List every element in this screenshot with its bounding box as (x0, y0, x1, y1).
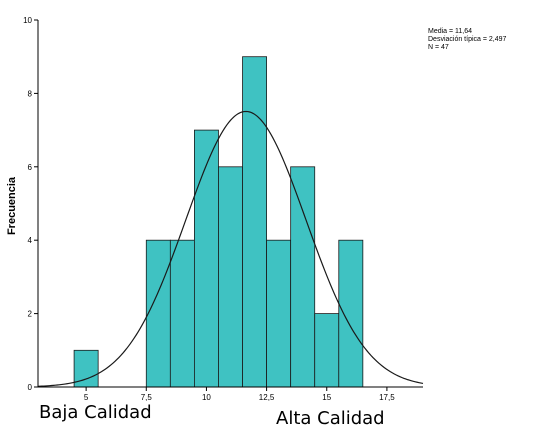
histogram-bar-9 (338, 239, 364, 388)
y-tick-label-0: 0 (28, 383, 33, 392)
histogram-bar-7 (290, 166, 316, 388)
histogram-bar-5 (242, 56, 267, 388)
x-tick-label-5: 17,5 (379, 393, 395, 402)
histogram-bar-8 (314, 313, 340, 388)
low-quality-label: Baja Calidad (39, 402, 152, 423)
histogram-bar-3 (194, 129, 219, 388)
stat-std-dev: Desviación típica = 2,497 (428, 36, 507, 43)
y-tick-label-2: 4 (28, 236, 33, 245)
histogram-bar-1 (145, 239, 171, 388)
histogram-bar-6 (266, 239, 292, 388)
x-tick-label-2: 10 (202, 393, 211, 402)
x-tick-label-0: 5 (84, 393, 89, 402)
y-tick-label-4: 8 (28, 89, 33, 98)
x-tick-label-4: 15 (322, 393, 331, 402)
statistics-legend: Media = 11,64 Desviación típica = 2,497 … (428, 28, 506, 52)
y-tick-label-1: 2 (28, 310, 33, 319)
histogram-bar-2 (169, 239, 195, 388)
stat-mean: Media = 11,64 (428, 28, 473, 35)
x-tick-label-3: 12,5 (259, 393, 275, 402)
y-tick-label-5: 10 (23, 16, 32, 25)
x-tick-label-1: 7,5 (141, 393, 153, 402)
normal-curve (37, 110, 424, 387)
stat-n: N = 47 (428, 44, 449, 51)
y-axis-label: Frecuencia (6, 176, 18, 236)
y-tick-label-3: 6 (28, 163, 33, 172)
high-quality-label: Alta Calidad (276, 408, 385, 429)
histogram-bar-4 (218, 166, 243, 388)
